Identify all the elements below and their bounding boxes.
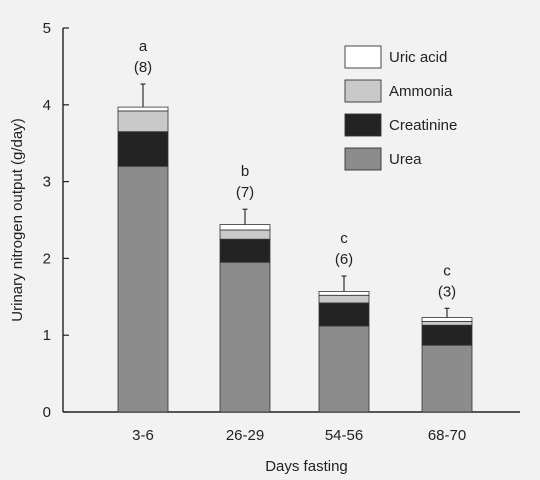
x-tick-label: 3-6: [132, 427, 154, 444]
bar-segment-ammonia: [318, 294, 370, 304]
bar-segment-ammonia: [117, 110, 169, 133]
sample-size-label: (3): [438, 283, 456, 300]
bar-segment-creatinine: [318, 302, 370, 327]
bar-segment-ammonia: [219, 229, 271, 240]
x-tick-label: 26-29: [226, 427, 264, 444]
legend-swatch-uric-acid: [344, 45, 382, 69]
significance-letter: a: [139, 38, 148, 55]
y-tick-label: 4: [43, 97, 51, 114]
sample-size-label: (7): [236, 184, 254, 201]
bar-segment-uric-acid: [117, 106, 169, 112]
sample-size-label: (8): [134, 59, 152, 76]
bar-segment-urea: [421, 344, 473, 413]
significance-letter: b: [241, 163, 249, 180]
bar-segment-urea: [117, 165, 169, 413]
bar-segment-uric-acid: [421, 317, 473, 322]
bar-segment-urea: [318, 325, 370, 413]
x-tick-label: 54-56: [325, 427, 363, 444]
bar-segment-uric-acid: [219, 224, 271, 231]
y-tick-label: 2: [43, 250, 51, 267]
legend-label-uric-acid: Uric acid: [389, 49, 447, 66]
y-tick-label: 0: [43, 404, 51, 421]
legend-swatch-creatinine: [344, 113, 382, 137]
legend-label-ammonia: Ammonia: [389, 83, 453, 100]
bar-segment-creatinine: [219, 238, 271, 263]
legend-label-urea: Urea: [389, 151, 422, 168]
sample-size-label: (6): [335, 251, 353, 268]
y-tick-label: 3: [43, 174, 51, 191]
y-axis-title: Urinary nitrogen output (g/day): [9, 118, 26, 321]
bar-group: [117, 83, 473, 413]
bar-segment-urea: [219, 261, 271, 413]
legend-swatch-ammonia: [344, 79, 382, 103]
bar-segment-creatinine: [117, 131, 169, 167]
bar-segment-creatinine: [421, 324, 473, 346]
y-tick-label: 5: [43, 20, 51, 37]
legend-swatch-urea: [344, 147, 382, 171]
legend-label-creatinine: Creatinine: [389, 117, 457, 134]
y-tick-label: 1: [43, 327, 51, 344]
x-axis-title: Days fasting: [265, 458, 348, 475]
bar-segment-uric-acid: [318, 291, 370, 296]
annotation-group: a (8) b (7) c (6) c (3): [134, 38, 456, 300]
x-tick-label: 68-70: [428, 427, 466, 444]
legend: Uric acid Ammonia Creatinine Urea: [344, 45, 457, 171]
significance-letter: c: [340, 230, 348, 247]
bar-segment-ammonia: [421, 320, 473, 326]
significance-letter: c: [443, 262, 451, 279]
